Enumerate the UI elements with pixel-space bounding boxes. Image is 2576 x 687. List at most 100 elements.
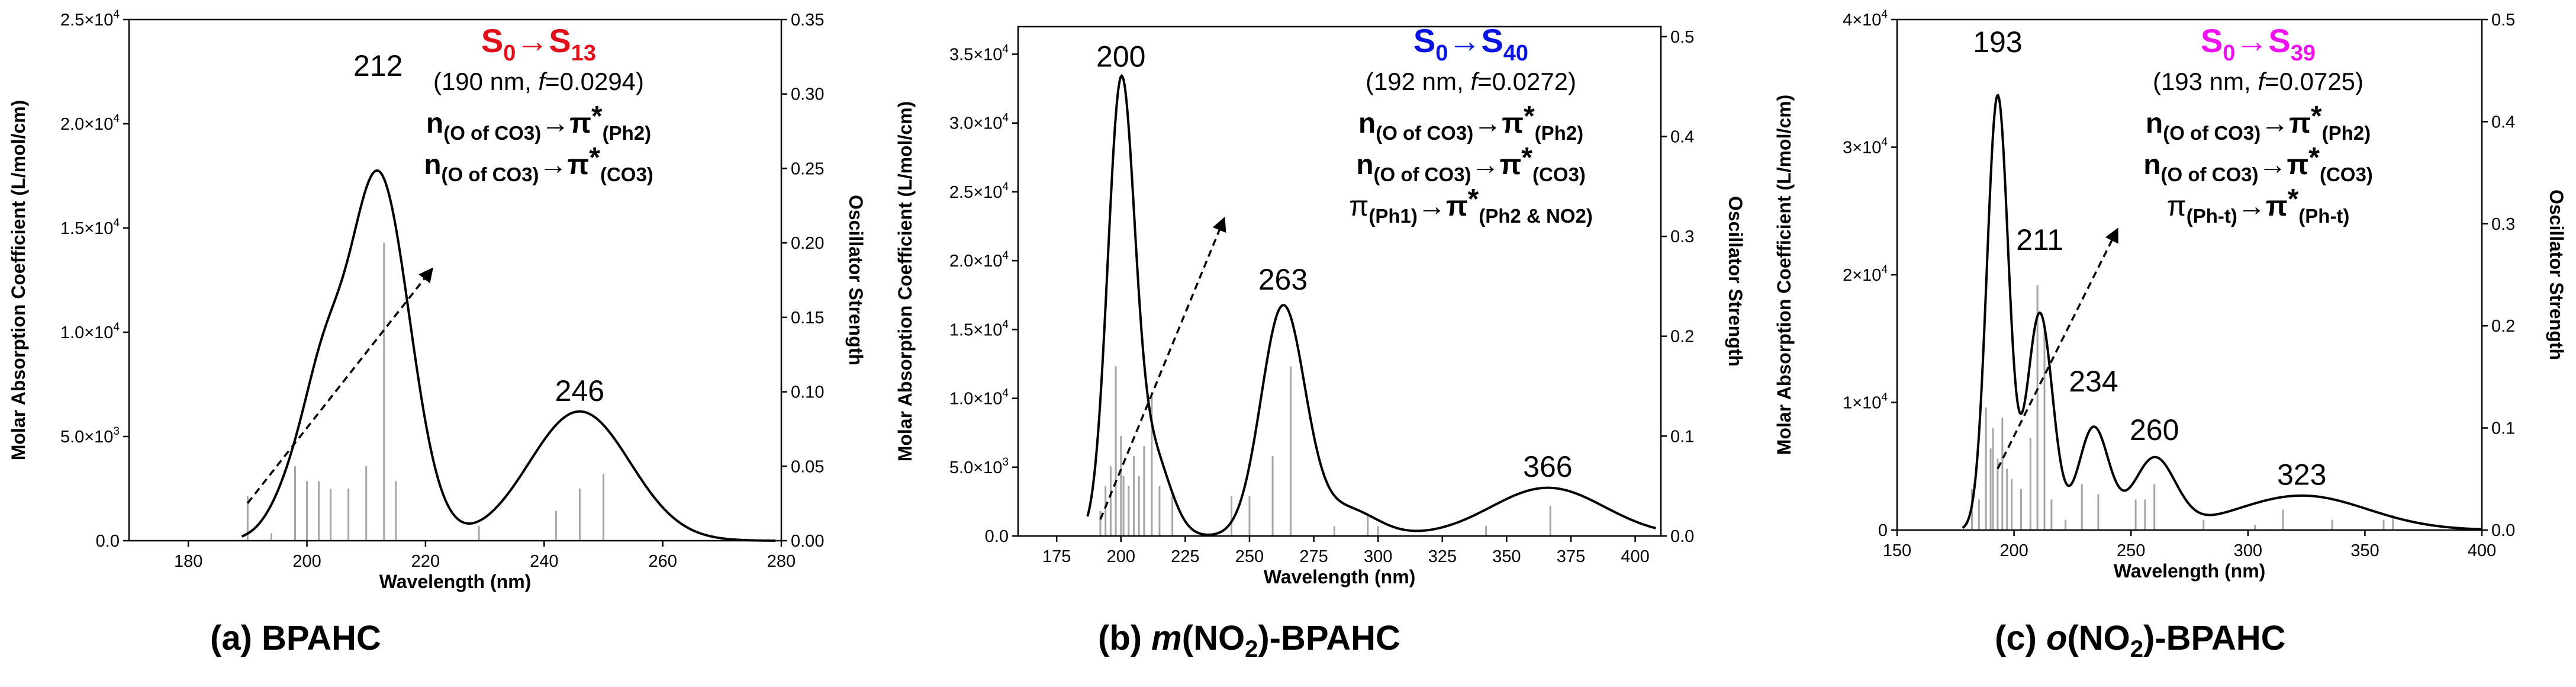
tick-base: 5.0×10 bbox=[949, 458, 1003, 477]
y2-axis-title: Oscillator Strength bbox=[2546, 190, 2567, 360]
transition-info: (190 nm, f=0.0294) bbox=[433, 68, 644, 95]
x-tick-label: 275 bbox=[1299, 547, 1328, 566]
y2-tick-label: 0.0 bbox=[1670, 527, 1694, 546]
panel-caption: (c) o(NO2)-BPAHC bbox=[1995, 619, 2286, 662]
transition-label: S0→S13 bbox=[481, 22, 596, 66]
x-tick-label: 175 bbox=[1042, 547, 1071, 566]
y-tick-label: 1.0×104 bbox=[60, 321, 120, 342]
transition-arrow-glyph: → bbox=[516, 22, 549, 59]
info-post: =0.0294) bbox=[545, 68, 644, 95]
y2-tick-label: 0.00 bbox=[791, 532, 824, 551]
state-from-sub: 0 bbox=[1435, 41, 1448, 66]
orbital-assignment: n(O of CO3)→π*(CO3) bbox=[2143, 142, 2373, 185]
assign-pi: π bbox=[2287, 149, 2309, 181]
assign-pi: π bbox=[569, 108, 591, 139]
peak-label: 323 bbox=[2277, 458, 2326, 492]
orbital-assignment: n(O of CO3)→π*(Ph2) bbox=[426, 101, 651, 144]
assign-sub1: (O of CO3) bbox=[442, 163, 539, 185]
transition-label: S0→S39 bbox=[2201, 22, 2316, 66]
y-tick-label: 2.0×104 bbox=[60, 113, 120, 134]
tick-exponent: 4 bbox=[1881, 264, 1888, 276]
y2-tick-label: 0.10 bbox=[791, 383, 824, 402]
tick-base: 2.5×10 bbox=[60, 11, 114, 30]
tick-base: 1.5×10 bbox=[949, 320, 1003, 339]
tick-exponent: 3 bbox=[1002, 456, 1009, 468]
assign-arrow: → bbox=[2237, 191, 2266, 222]
assign-pi: π bbox=[2266, 191, 2288, 222]
assign-sub1: (O of CO3) bbox=[1374, 163, 1471, 185]
transition-arrow-glyph: → bbox=[2235, 22, 2268, 59]
assign-star: * bbox=[591, 101, 603, 132]
assign-sub2: (Ph2) bbox=[2322, 122, 2371, 144]
tick-base: 0.0 bbox=[96, 532, 120, 551]
tick-base: 2.5×10 bbox=[949, 183, 1003, 202]
y-axis-title: Molar Absorption Coefficient (L/mol/cm) bbox=[8, 100, 29, 461]
x-tick-label: 400 bbox=[1621, 547, 1649, 566]
tick-base: 0.0 bbox=[985, 527, 1009, 546]
assign-sub2: (CO3) bbox=[1532, 163, 1586, 185]
panel-caption: (a) BPAHC bbox=[210, 619, 381, 657]
x-tick-label: 300 bbox=[1364, 547, 1392, 566]
x-tick-label: 400 bbox=[2468, 541, 2496, 560]
x-tick-label: 240 bbox=[530, 552, 558, 571]
assign-pi: π bbox=[1446, 191, 1468, 222]
y-tick-label: 0.0 bbox=[96, 532, 120, 551]
panel-a: 180 200 220 240 260 2800.05.0×1031.0×1041.5×1… bbox=[8, 8, 867, 657]
assign-sub2: (CO3) bbox=[600, 163, 653, 185]
tick-exponent: 4 bbox=[1881, 8, 1888, 21]
assign-main: π bbox=[2167, 191, 2187, 222]
y2-tick-label: 0.2 bbox=[2491, 317, 2515, 336]
caption-end: )-BPAHC bbox=[1258, 619, 1400, 657]
orbital-assignment: n(O of CO3)→π*(Ph2) bbox=[2146, 101, 2371, 144]
peak-label: 263 bbox=[1258, 263, 1308, 296]
tick-base: 3.5×10 bbox=[949, 45, 1003, 64]
tick-exponent: 4 bbox=[1002, 318, 1009, 330]
transition-info: (193 nm, f=0.0725) bbox=[2153, 68, 2364, 95]
assign-sub2: (CO3) bbox=[2320, 163, 2373, 185]
y-tick-label: 2.0×104 bbox=[949, 249, 1009, 271]
state-from-sub: 0 bbox=[503, 41, 516, 66]
assign-main: n bbox=[2146, 108, 2163, 139]
y2-tick-label: 0.3 bbox=[2491, 215, 2515, 234]
panel-caption: (b) m(NO2)-BPAHC bbox=[1098, 619, 1400, 662]
y2-tick-label: 0.25 bbox=[791, 159, 824, 178]
caption-label: (a) bbox=[210, 619, 262, 657]
assign-pi: π bbox=[1500, 149, 1522, 181]
tick-exponent: 4 bbox=[1002, 112, 1009, 124]
tick-exponent: 4 bbox=[1002, 181, 1009, 193]
assign-sub1: (O of CO3) bbox=[2161, 163, 2259, 185]
caption-end: )-BPAHC bbox=[2143, 619, 2286, 657]
assign-sub1: (O of CO3) bbox=[1376, 122, 1473, 144]
x-tick-label: 350 bbox=[2350, 541, 2379, 560]
peak-label: 246 bbox=[555, 374, 604, 407]
y-tick-label: 1×104 bbox=[1843, 391, 1888, 413]
info-pre: (192 nm, bbox=[1366, 68, 1470, 95]
x-axis-title: Wavelength (nm) bbox=[1264, 566, 1416, 588]
tick-base: 0 bbox=[1878, 521, 1888, 540]
x-tick-label: 200 bbox=[292, 552, 321, 571]
y-tick-label: 5.0×103 bbox=[60, 425, 120, 447]
spectrum-line bbox=[241, 169, 775, 542]
assign-pi: π bbox=[2289, 108, 2311, 139]
assign-arrow: → bbox=[1471, 149, 1500, 181]
state-from: S bbox=[1413, 22, 1435, 59]
caption-italic: o bbox=[2046, 619, 2067, 657]
assign-star: * bbox=[2308, 142, 2320, 174]
assign-arrow: → bbox=[539, 149, 568, 181]
info-post: =0.0272) bbox=[1477, 68, 1576, 95]
y-axis-title: Molar Absorption Coefficient (L/mol/cm) bbox=[894, 101, 916, 462]
tick-exponent: 4 bbox=[1002, 43, 1009, 55]
transition-info: (192 nm, f=0.0272) bbox=[1366, 68, 1576, 95]
orbital-assignment: π(Ph-t)→π*(Ph-t) bbox=[2167, 184, 2350, 227]
x-axis-title: Wavelength (nm) bbox=[2114, 560, 2266, 582]
tick-exponent: 4 bbox=[1002, 249, 1009, 262]
tick-base: 4×10 bbox=[1843, 11, 1881, 30]
tick-base: 2×10 bbox=[1843, 266, 1881, 285]
y2-tick-label: 0.05 bbox=[791, 457, 824, 476]
tick-exponent: 4 bbox=[1881, 136, 1888, 149]
tick-exponent: 3 bbox=[113, 425, 120, 438]
assign-sub1: (Ph1) bbox=[1368, 205, 1418, 227]
panel-c: 150 200 250 300 350 40001×1042×1043×1044×1040… bbox=[1773, 8, 2567, 662]
assign-sub1: (Ph-t) bbox=[2187, 205, 2237, 227]
tick-base: 2.0×10 bbox=[949, 252, 1003, 271]
